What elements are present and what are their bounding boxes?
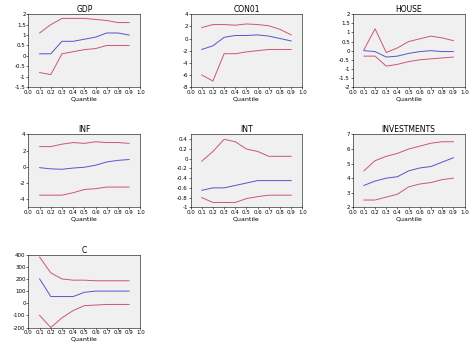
Title: INT: INT (240, 125, 253, 134)
X-axis label: Quantile: Quantile (71, 96, 98, 101)
X-axis label: Quantile: Quantile (233, 216, 260, 221)
Title: GDP: GDP (76, 5, 92, 14)
X-axis label: Quantile: Quantile (233, 96, 260, 101)
X-axis label: Quantile: Quantile (395, 216, 422, 221)
Title: INF: INF (78, 125, 91, 134)
Title: C: C (82, 246, 87, 255)
X-axis label: Quantile: Quantile (71, 337, 98, 342)
X-axis label: Quantile: Quantile (395, 96, 422, 101)
Title: INVESTMENTS: INVESTMENTS (382, 125, 436, 134)
X-axis label: Quantile: Quantile (71, 216, 98, 221)
Title: HOUSE: HOUSE (395, 5, 422, 14)
Title: CON01: CON01 (233, 5, 260, 14)
